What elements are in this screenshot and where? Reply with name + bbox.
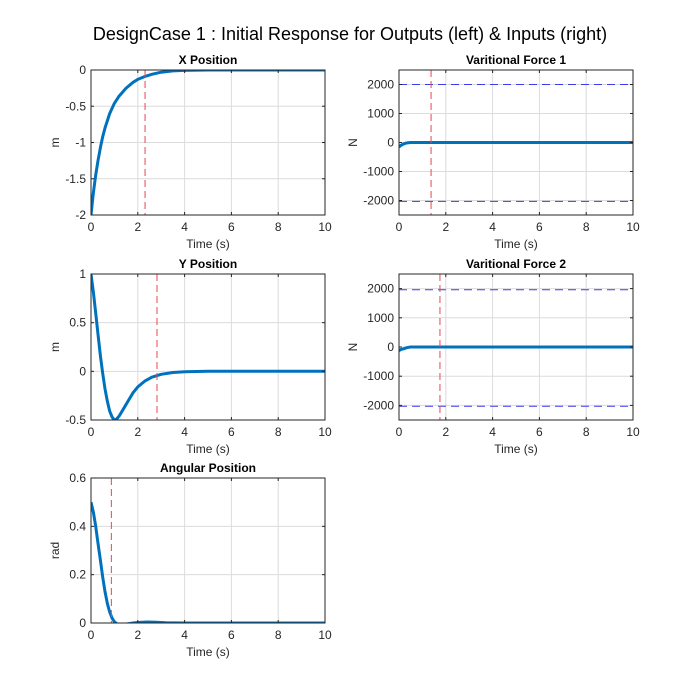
x-tick-label: 2: [134, 425, 141, 439]
x-tick-label: 8: [583, 425, 590, 439]
subplot-title: Varitional Force 1: [466, 53, 566, 67]
x-tick-label: 4: [181, 220, 188, 234]
x-tick-label: 2: [442, 425, 449, 439]
x-tick-label: 8: [275, 628, 282, 642]
x-tick-label: 10: [318, 220, 332, 234]
x-tick-label: 6: [536, 220, 543, 234]
x-tick-label: 2: [134, 220, 141, 234]
x-axis-label: Time (s): [494, 237, 538, 251]
y-tick-label: -1: [75, 136, 86, 150]
x-tick-label: 4: [181, 425, 188, 439]
y-axis-label: rad: [48, 542, 62, 559]
x-tick-label: 6: [228, 220, 235, 234]
y-tick-label: 1000: [367, 107, 394, 121]
x-tick-label: 8: [275, 425, 282, 439]
x-tick-label: 2: [442, 220, 449, 234]
x-tick-label: 2: [134, 628, 141, 642]
y-tick-label: 0: [79, 364, 86, 378]
x-tick-label: 4: [181, 628, 188, 642]
subplot-angular-position: 0 2 4 6 8 10 0 0.2 0.4 0.6 Angular Position Time (s…: [48, 461, 332, 659]
x-tick-label: 0: [88, 425, 95, 439]
subplot-varitional-force-2: 0 2 4 6 8 10 -2000 -1000 0 1000 2000 Varitional For…: [346, 257, 640, 456]
x-tick-label: 8: [583, 220, 590, 234]
y-tick-label: -2000: [363, 398, 394, 412]
y-tick-label: 0: [79, 616, 86, 630]
subplot-title: X Position: [179, 53, 238, 67]
subplot-title: Varitional Force 2: [466, 257, 566, 271]
x-axis-label: Time (s): [186, 237, 230, 251]
y-tick-label: 0.2: [69, 568, 86, 582]
x-axis-label: Time (s): [494, 442, 538, 456]
x-tick-label: 10: [318, 628, 332, 642]
x-tick-label: 10: [626, 220, 640, 234]
y-tick-label: -2000: [363, 194, 394, 208]
x-tick-label: 0: [396, 220, 403, 234]
y-tick-label: 1: [79, 267, 86, 281]
y-tick-label: 0: [79, 63, 86, 77]
y-tick-label: -1.5: [65, 172, 86, 186]
x-tick-label: 4: [489, 425, 496, 439]
y-tick-label: 0.6: [69, 471, 86, 485]
x-axis-label: Time (s): [186, 442, 230, 456]
x-tick-label: 0: [88, 220, 95, 234]
response-line: [91, 274, 325, 420]
y-tick-label: 0: [387, 136, 394, 150]
y-tick-label: -1000: [363, 165, 394, 179]
plot-area: [91, 274, 325, 420]
subplot-title: Y Position: [179, 257, 237, 271]
y-tick-label: 0.5: [69, 316, 86, 330]
subplot-x-position: 0 2 4 6 8 10 -2 -1.5 -1 -0.5 0 X Position Time (s) m: [48, 53, 332, 251]
y-tick-label: -0.5: [65, 99, 86, 113]
y-axis-label: N: [346, 138, 360, 147]
response-line: [399, 141, 633, 149]
y-axis-label: m: [48, 342, 62, 352]
plot-area: [91, 478, 325, 623]
x-tick-label: 4: [489, 220, 496, 234]
y-axis-label: m: [48, 138, 62, 148]
y-tick-label: 0.4: [69, 519, 86, 533]
x-axis-label: Time (s): [186, 645, 230, 659]
y-tick-label: -0.5: [65, 413, 86, 427]
y-tick-label: -1000: [363, 369, 394, 383]
x-tick-label: 10: [318, 425, 332, 439]
x-tick-label: 6: [536, 425, 543, 439]
y-tick-label: -2: [75, 208, 86, 222]
y-axis-label: N: [346, 343, 360, 352]
x-tick-label: 6: [228, 425, 235, 439]
response-line: [399, 345, 633, 352]
axes-box: [90, 273, 326, 421]
y-tick-label: 0: [387, 340, 394, 354]
y-tick-label: 2000: [367, 282, 394, 296]
axes-box: [90, 477, 326, 624]
y-tick-label: 2000: [367, 78, 394, 92]
x-tick-label: 8: [275, 220, 282, 234]
subplot-title: Angular Position: [160, 461, 256, 475]
subplot-varitional-force-1: 0 2 4 6 8 10 -2000 -1000 0 1000 2000 Varitional For…: [346, 53, 640, 251]
figure-title: DesignCase 1 : Initial Response for Outp…: [92, 24, 608, 44]
y-tick-label: 1000: [367, 311, 394, 325]
x-tick-label: 6: [228, 628, 235, 642]
x-tick-label: 10: [626, 425, 640, 439]
x-tick-label: 0: [396, 425, 403, 439]
x-tick-label: 0: [88, 628, 95, 642]
